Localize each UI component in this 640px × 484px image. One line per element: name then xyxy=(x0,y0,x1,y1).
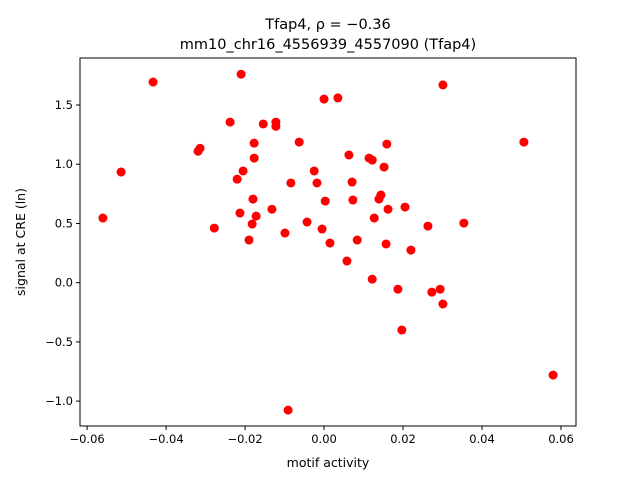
data-point xyxy=(367,274,377,284)
data-point xyxy=(347,177,357,187)
data-point xyxy=(312,178,322,188)
data-point xyxy=(319,94,329,104)
data-point xyxy=(379,162,389,172)
data-point xyxy=(342,256,352,266)
data-point xyxy=(286,178,296,188)
data-point xyxy=(98,213,108,223)
y-axis-ticks: −1.0 −0.5 0.0 0.5 1.0 1.5 xyxy=(45,98,80,408)
x-axis-ticks: −0.06 −0.04 −0.02 0.00 0.02 0.04 0.06 xyxy=(69,426,574,446)
data-point xyxy=(236,69,246,79)
data-point xyxy=(225,117,235,127)
data-point xyxy=(393,284,403,294)
y-tick-label: 1.0 xyxy=(55,157,73,171)
data-point xyxy=(317,224,327,234)
y-tick-label: 0.0 xyxy=(55,276,73,290)
data-point xyxy=(249,138,259,148)
data-point xyxy=(367,155,377,165)
data-point xyxy=(438,80,448,90)
data-point xyxy=(209,223,219,233)
data-point xyxy=(400,202,410,212)
data-point xyxy=(238,166,248,176)
data-point xyxy=(383,204,393,214)
chart-title-line2: mm10_chr16_4556939_4557090 (Tfap4) xyxy=(180,37,476,53)
x-tick-label: 0.04 xyxy=(469,432,495,446)
x-tick-label: 0.02 xyxy=(390,432,416,446)
data-point xyxy=(271,121,281,131)
data-point xyxy=(382,139,392,149)
data-point xyxy=(406,245,416,255)
axes-frame xyxy=(79,57,577,427)
data-point xyxy=(381,239,391,249)
data-point xyxy=(294,137,304,147)
chart-title-line1: Tfap4, ρ = −0.36 xyxy=(264,17,391,33)
x-tick-label: −0.06 xyxy=(69,432,104,446)
data-point xyxy=(325,238,335,248)
data-point xyxy=(148,77,158,87)
data-point xyxy=(249,153,259,163)
data-point xyxy=(320,196,330,206)
data-points xyxy=(98,69,558,415)
data-point xyxy=(548,370,558,380)
data-point xyxy=(309,166,319,176)
x-tick-label: −0.02 xyxy=(227,432,262,446)
data-point xyxy=(369,213,379,223)
data-point xyxy=(352,235,362,245)
data-point xyxy=(267,204,277,214)
data-point xyxy=(397,325,407,335)
y-tick-label: −0.5 xyxy=(45,335,73,349)
x-tick-label: 0.06 xyxy=(548,432,574,446)
data-point xyxy=(435,284,445,294)
x-tick-label: −0.04 xyxy=(148,432,183,446)
data-point xyxy=(251,211,261,221)
data-point xyxy=(116,167,126,177)
data-point xyxy=(423,221,433,231)
data-point xyxy=(283,405,293,415)
data-point xyxy=(459,218,469,228)
data-point xyxy=(348,195,358,205)
x-axis-label: motif activity xyxy=(287,455,370,470)
data-point xyxy=(344,150,354,160)
data-point xyxy=(235,208,245,218)
y-tick-label: 1.5 xyxy=(55,98,73,112)
data-point xyxy=(232,174,242,184)
data-point xyxy=(247,219,257,229)
data-point xyxy=(244,235,254,245)
data-point xyxy=(376,190,386,200)
data-point xyxy=(519,137,529,147)
y-tick-label: −1.0 xyxy=(45,394,73,408)
data-point xyxy=(248,194,258,204)
data-point xyxy=(302,217,312,227)
data-point xyxy=(280,228,290,238)
data-point xyxy=(438,299,448,309)
data-point xyxy=(258,119,268,129)
y-tick-label: 0.5 xyxy=(55,216,73,230)
x-tick-label: 0.00 xyxy=(311,432,337,446)
data-point xyxy=(333,93,343,103)
y-axis-label: signal at CRE (ln) xyxy=(13,188,28,296)
data-point xyxy=(195,143,205,153)
data-point xyxy=(427,287,437,297)
